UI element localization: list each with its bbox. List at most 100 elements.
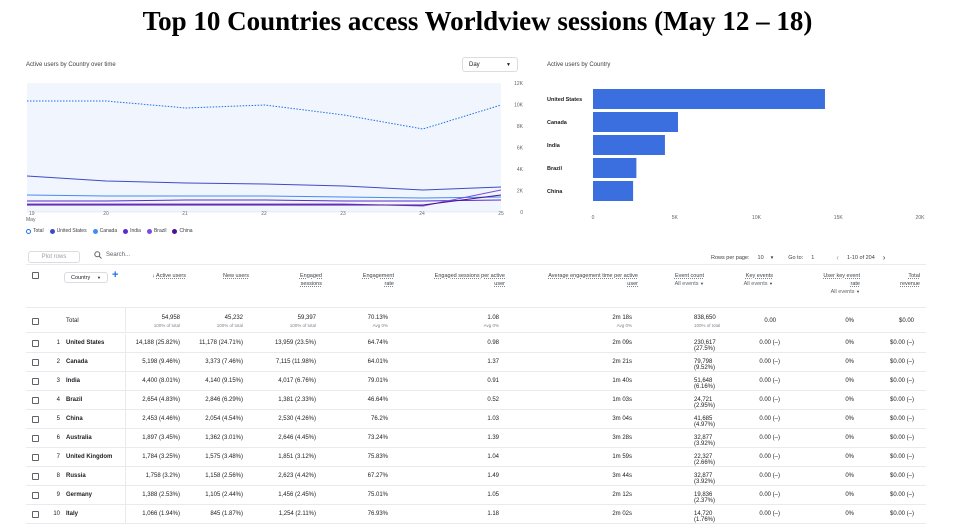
row-checkbox[interactable] <box>32 454 39 461</box>
table-row[interactable]: 6 Australia 1,897 (3.45%) 1,362 (3.01%) 2,64… <box>26 429 926 448</box>
col-key-events[interactable]: Key events All events ▼ <box>743 273 773 287</box>
bar-category-label: United States <box>547 97 582 103</box>
period-select[interactable]: Day ▼ <box>462 57 518 72</box>
bar-category-label: Canada <box>547 120 568 126</box>
goto-label: Go to: <box>788 254 804 261</box>
plot-rows-button[interactable]: Plot rows <box>28 251 80 263</box>
country-name[interactable]: United Kingdom <box>66 454 113 460</box>
table-row[interactable]: 1 United States 14,188 (25.82%) 11,178 (24.… <box>26 334 926 353</box>
search-input[interactable]: Search... <box>106 252 131 258</box>
country-name[interactable]: United States <box>66 340 105 346</box>
cell-per-user: 1.05 <box>487 492 499 498</box>
cell-active: 4,400 (8.01%) <box>142 378 180 384</box>
col-new-users[interactable]: New users <box>223 273 249 279</box>
col-event-count[interactable]: Event count All events ▼ <box>674 273 704 287</box>
cell-active: 1,897 (3.45%) <box>142 435 180 441</box>
cell-events: 22,327 (2.66%) <box>694 454 716 466</box>
bar-brazil[interactable] <box>593 158 637 178</box>
series-line-united-states <box>26 175 502 191</box>
legend-item-india[interactable]: India <box>123 228 141 234</box>
row-checkbox[interactable] <box>32 492 39 499</box>
cell-ukr: 0% <box>845 435 854 441</box>
cell-key: 0.00 (–) <box>759 435 780 441</box>
table-row[interactable]: 3 India 4,400 (8.01%) 4,140 (9.15%) 4,017 (6… <box>26 372 926 391</box>
col-avg-engagement-time[interactable]: Average engagement time per active user <box>548 273 638 287</box>
col-total-revenue[interactable]: Total revenue <box>900 273 920 287</box>
country-name[interactable]: Germany <box>66 492 93 498</box>
legend-item-united-states[interactable]: United States <box>49 228 87 234</box>
cell-ukr: 0% <box>845 397 854 403</box>
table-row[interactable]: 10 Italy 1,066 (1.94%) 845 (1.87%) 1,254 (2.… <box>26 505 926 524</box>
table-row[interactable]: 4 Brazil 2,654 (4.83%) 2,846 (6.29%) 1,381 (… <box>26 391 926 410</box>
bar-canada[interactable] <box>593 112 678 132</box>
bar-china[interactable] <box>593 181 634 201</box>
row-checkbox[interactable] <box>32 378 39 385</box>
country-name[interactable]: China <box>66 416 83 422</box>
cell-time: 3m 28s <box>612 435 632 441</box>
table-row[interactable]: 7 United Kingdom 1,784 (3.25%) 1,575 (3.48%… <box>26 448 926 467</box>
country-name[interactable]: Brazil <box>66 397 83 403</box>
row-checkbox[interactable] <box>32 340 39 347</box>
legend-item-total[interactable]: Total <box>26 228 44 234</box>
bar-united-states[interactable] <box>593 89 825 109</box>
cell-new: 1,362 (3.01%) <box>205 435 243 441</box>
cell-new: 1,158 (2.56%) <box>205 473 243 479</box>
dimension-select[interactable]: Country ▼ <box>64 272 108 283</box>
row-checkbox[interactable] <box>32 416 39 423</box>
cell-per-user: 0.91 <box>487 378 499 384</box>
cell-revenue: $0.00 (–) <box>889 340 914 346</box>
series-line-total <box>27 100 502 130</box>
legend-item-brazil[interactable]: Brazil <box>146 228 166 234</box>
cell-new: 2,054 (4.54%) <box>205 416 243 422</box>
goto-input[interactable]: 1 <box>811 254 815 261</box>
cell-per-user: 1.49 <box>487 473 499 479</box>
rows-per-page-select[interactable]: 10 ▼ <box>757 254 775 261</box>
col-active-users[interactable]: ↓ Active users <box>152 273 186 279</box>
row-index: 1 <box>56 340 60 346</box>
cell-key: 0.00 (–) <box>759 397 780 403</box>
cell-active: 1,784 (3.25%) <box>142 454 180 460</box>
table-row[interactable]: 5 China 2,453 (4.46%) 2,054 (4.54%) 2,530 (4… <box>26 410 926 429</box>
add-dimension-icon[interactable]: + <box>112 269 119 281</box>
cell-per-user: 1.03 <box>487 416 499 422</box>
table-row[interactable]: 8 Russia 1,758 (3.2%) 1,158 (2.56%) 2,623 (4… <box>26 467 926 486</box>
row-checkbox[interactable] <box>32 473 39 480</box>
next-page-icon[interactable]: › <box>882 253 886 262</box>
cell-events: 79,798 (9.52%) <box>694 359 716 371</box>
cell-new: 1,575 (3.48%) <box>205 454 243 460</box>
col-engaged-per-user[interactable]: Engaged sessions per active user <box>434 273 505 287</box>
country-name[interactable]: India <box>66 378 81 384</box>
select-all-checkbox[interactable] <box>32 272 39 279</box>
legend-item-china[interactable]: China <box>172 228 193 234</box>
caret-down-icon: ▼ <box>769 281 773 286</box>
row-checkbox[interactable] <box>32 359 39 366</box>
search-box[interactable]: Search... <box>94 251 130 259</box>
table-row[interactable]: 9 Germany 1,388 (2.53%) 1,105 (2.44%) 1,456 … <box>26 486 926 505</box>
country-name[interactable]: Australia <box>66 435 92 441</box>
country-name[interactable]: Russia <box>66 473 86 479</box>
row-checkbox[interactable] <box>32 511 39 518</box>
cell-engaged: 4,017 (6.76%) <box>278 378 316 384</box>
cell-engaged: 1,254 (2.11%) <box>278 511 316 517</box>
cell-active: 2,453 (4.46%) <box>142 416 180 422</box>
col-engagement-rate[interactable]: Engagement rate <box>362 273 394 287</box>
col-user-key-event-rate[interactable]: User key event rate All events ▼ <box>823 273 860 295</box>
row-index: 10 <box>53 511 60 517</box>
cell-ukr: 0% <box>845 340 854 346</box>
row-checkbox[interactable] <box>32 397 39 404</box>
table-header: Country ▼ + ↓ Active users New users Enga… <box>26 268 926 306</box>
prev-page-icon[interactable]: ‹ <box>836 253 839 262</box>
row-checkbox[interactable] <box>32 318 39 325</box>
caret-down-icon: ▼ <box>700 281 704 286</box>
cell-active: 14,188 (25.82%) <box>135 340 180 346</box>
table-row[interactable]: 2 Canada 5,198 (9.46%) 3,373 (7.46%) 7,115 (… <box>26 353 926 372</box>
cell-per-user: 0.98 <box>487 340 499 346</box>
legend-marker-icon <box>49 228 55 234</box>
bar-india[interactable] <box>593 135 665 155</box>
country-name[interactable]: Canada <box>66 359 88 365</box>
row-checkbox[interactable] <box>32 435 39 442</box>
legend-item-canada[interactable]: Canada <box>92 228 117 234</box>
country-name[interactable]: Italy <box>66 511 79 517</box>
col-engaged-sessions[interactable]: Engaged sessions <box>299 273 322 287</box>
row-index: 8 <box>56 473 60 479</box>
